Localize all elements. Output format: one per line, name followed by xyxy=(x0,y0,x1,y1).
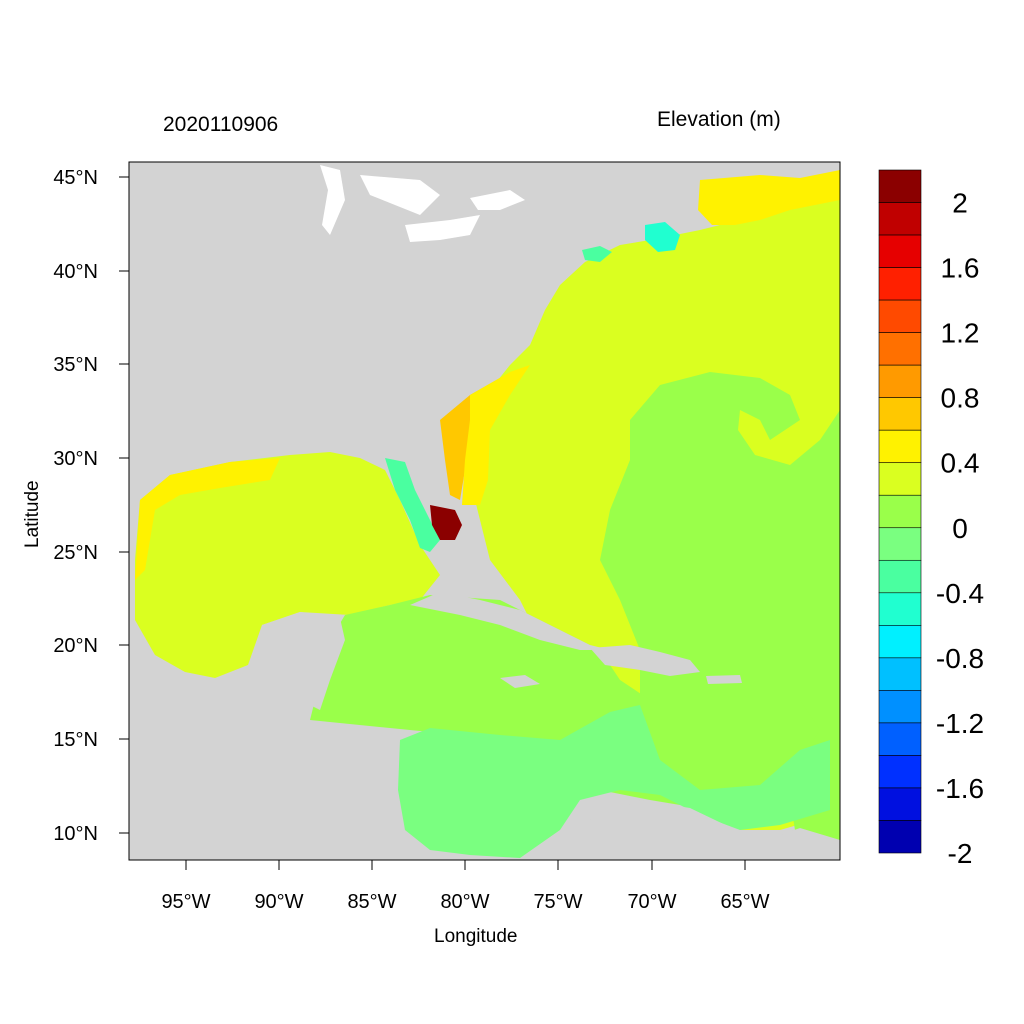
colorbar-label: 1.2 xyxy=(941,318,980,349)
x-tick-label: 75°W xyxy=(533,891,582,913)
colorbar-swatch xyxy=(878,462,922,496)
y-tick-label: 10°N xyxy=(53,823,98,845)
florida-west-coast-surge xyxy=(385,458,440,552)
jamaica-island xyxy=(500,675,540,688)
colorbar-swatch xyxy=(878,559,922,594)
colorbar-swatch xyxy=(878,267,922,301)
colorbar-swatch xyxy=(878,755,922,789)
yucatan-peninsula xyxy=(262,612,345,710)
y-axis: 45°N 40°N 35°N 30°N 25°N 20°N 15°N 10°N xyxy=(53,167,129,845)
y-tick-label: 20°N xyxy=(53,635,98,657)
colorbar-label: 0 xyxy=(952,513,968,544)
colorbar-swatch xyxy=(878,625,922,659)
colorbar-swatch xyxy=(878,787,922,821)
colorbar-swatch xyxy=(878,494,922,529)
colorbar-swatch xyxy=(878,592,922,626)
gulf-of-maine-band xyxy=(698,170,840,225)
colorbar-swatch xyxy=(878,429,922,464)
y-tick-label: 30°N xyxy=(53,448,98,470)
y-tick-label: 15°N xyxy=(53,729,98,751)
caribbean-sea xyxy=(310,595,820,805)
colorbar-label: 1.6 xyxy=(941,253,980,284)
colorbar-label: -2 xyxy=(948,838,973,869)
mid-atlantic-low xyxy=(582,246,612,262)
x-axis: 95°W 90°W 85°W 80°W 75°W 70°W 65°W xyxy=(161,860,770,913)
y-tick-label: 40°N xyxy=(53,261,98,283)
variable-label: Elevation (m) xyxy=(657,108,781,131)
colorbar-swatch xyxy=(878,722,922,756)
x-tick-label: 90°W xyxy=(254,891,303,913)
hispaniola-island xyxy=(590,645,700,676)
colorbar-label: -1.6 xyxy=(936,773,984,804)
y-tick-label: 25°N xyxy=(53,542,98,564)
colorbar-swatch xyxy=(878,234,922,268)
colorbar-label: -1.2 xyxy=(936,708,984,739)
x-tick-label: 95°W xyxy=(161,891,210,913)
colorbar-swatch xyxy=(878,820,922,854)
colorbar: 2 1.6 1.2 0.8 0.4 0 -0.4 -0.8 -1.2 -1.6 -2 xyxy=(878,169,984,869)
puerto-rico-island xyxy=(706,675,742,684)
x-tick-label: 70°W xyxy=(627,891,676,913)
colorbar-swatch xyxy=(878,332,922,366)
southeast-coastal-band xyxy=(462,365,530,505)
y-tick-label: 35°N xyxy=(53,354,98,376)
florida-southeast-extreme xyxy=(430,505,462,540)
gulf-coastal-band xyxy=(135,458,280,580)
cuba-island xyxy=(410,592,610,650)
colorbar-swatch xyxy=(878,527,922,561)
colorbar-swatch xyxy=(878,364,922,398)
colorbar-label: 0.4 xyxy=(941,448,980,479)
colorbar-label: -0.8 xyxy=(936,643,984,674)
colorbar-swatch xyxy=(878,397,922,431)
colorbar-label: -0.4 xyxy=(936,578,984,609)
map-frame xyxy=(128,161,841,861)
colorbar-swatch xyxy=(878,169,922,203)
map-area xyxy=(129,162,840,860)
x-tick-label: 85°W xyxy=(347,891,396,913)
x-tick-label: 80°W xyxy=(440,891,489,913)
x-tick-label: 65°W xyxy=(720,891,769,913)
caribbean-south-region xyxy=(398,705,830,858)
y-tick-label: 45°N xyxy=(53,167,98,189)
gulf-of-mexico xyxy=(135,452,440,678)
x-axis-label: Longitude xyxy=(434,926,518,947)
cape-cod-low xyxy=(645,222,680,252)
colorbar-label: 0.8 xyxy=(941,383,980,414)
colorbar-swatch xyxy=(878,299,922,333)
southeast-coastal-surge xyxy=(440,372,515,500)
colorbar-label: 2 xyxy=(952,188,968,219)
colorbar-swatch xyxy=(878,202,922,236)
great-lakes xyxy=(320,165,525,242)
datetime-label: 2020110906 xyxy=(163,113,279,136)
colorbar-swatch xyxy=(878,690,922,724)
colorbar-swatch xyxy=(878,657,922,691)
south-america-land xyxy=(560,800,840,860)
